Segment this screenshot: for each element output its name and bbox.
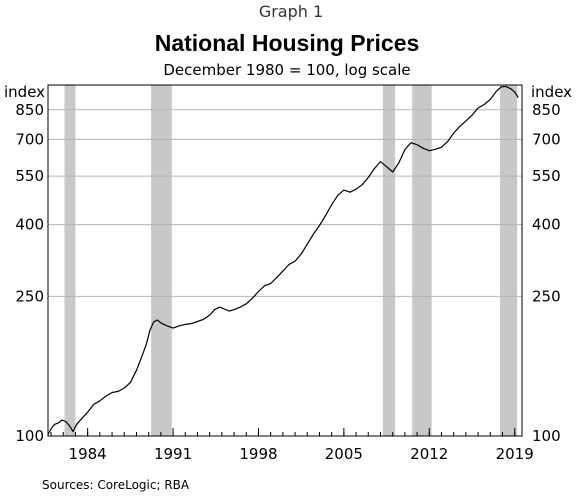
- chart-subtitle: December 1980 = 100, log scale: [163, 61, 410, 79]
- y-ticks-right-group: 100 250 400 550 700 850: [532, 101, 561, 445]
- recession-shade-1: [64, 85, 76, 436]
- chart-title: National Housing Prices: [155, 30, 420, 56]
- y-tick-left-700: 700: [15, 130, 44, 148]
- y-tick-left-400: 400: [15, 216, 44, 234]
- x-tick-label-1991: 1991: [154, 445, 192, 463]
- y-ticks-left-group: 100 250 400 550 700 850: [15, 101, 44, 445]
- sources-note: Sources: CoreLogic; RBA: [42, 478, 190, 492]
- plot-frame: [47, 84, 523, 437]
- y-tick-right-550: 550: [532, 167, 561, 185]
- y-tick-right-850: 850: [532, 101, 561, 119]
- y-tick-right-400: 400: [532, 216, 561, 234]
- left-axis-unit: index: [4, 83, 45, 101]
- x-tick-label-1998: 1998: [239, 445, 277, 463]
- y-tick-left-250: 250: [15, 287, 44, 305]
- recession-shade-5: [500, 85, 518, 436]
- x-tick-label-1984: 1984: [69, 445, 107, 463]
- x-tick-label-2005: 2005: [325, 445, 363, 463]
- x-ticks-group: 1984 1991 1998 2005 2012 2019: [50, 428, 534, 463]
- x-tick-label-2012: 2012: [410, 445, 448, 463]
- y-tick-right-700: 700: [532, 130, 561, 148]
- gridlines-group: [48, 109, 522, 297]
- y-tick-right-250: 250: [532, 287, 561, 305]
- y-tick-left-850: 850: [15, 101, 44, 119]
- y-tick-right-100: 100: [532, 427, 561, 445]
- recession-shade-2: [151, 85, 172, 436]
- recession-shading-group: [64, 85, 518, 436]
- y-tick-left-550: 550: [15, 167, 44, 185]
- recession-shade-4: [412, 85, 432, 436]
- recession-shade-3: [382, 85, 396, 436]
- x-tick-label-2019: 2019: [496, 445, 534, 463]
- right-axis-unit: index: [531, 83, 572, 101]
- graph-number: Graph 1: [259, 2, 323, 21]
- series-line-housing-prices: [47, 85, 519, 435]
- y-tick-left-100: 100: [15, 427, 44, 445]
